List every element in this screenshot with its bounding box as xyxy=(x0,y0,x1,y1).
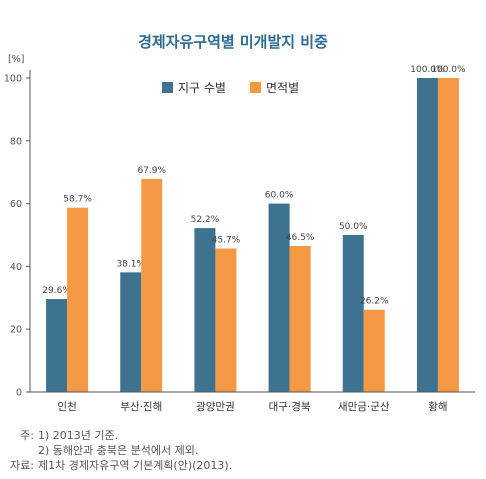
legend-swatch xyxy=(162,82,173,93)
x-category-label: 새만금·군산 xyxy=(338,401,390,413)
data-label: 45.7% xyxy=(212,236,241,246)
bar-area xyxy=(141,178,163,392)
y-tick-label: 60 xyxy=(10,199,22,210)
data-label: 60.0% xyxy=(265,191,294,201)
data-label: 46.5% xyxy=(286,233,315,243)
data-label: 100.0% xyxy=(431,65,466,75)
data-label: 67.9% xyxy=(137,166,166,176)
y-axis-unit-label: [%] xyxy=(8,54,24,65)
footnote-text: 2) 동해안과 충북은 분석에서 제외. xyxy=(38,444,199,457)
data-label: 52.2% xyxy=(191,215,220,225)
bar-area xyxy=(289,245,311,392)
bar-area xyxy=(437,78,459,392)
bar-district-count xyxy=(194,228,216,392)
legend-label: 면적별 xyxy=(266,81,299,95)
legend: 지구 수별 면적별 xyxy=(162,81,299,95)
bar-chart: 경제자유구역별 미개발지 비중 [%] 지구 수별 면적별 0 20 40 60 80 10… xyxy=(4,33,475,413)
x-category-label: 부산·진해 xyxy=(120,400,162,413)
bar-district-count xyxy=(120,272,142,392)
footnote-prefix: 주: xyxy=(20,429,34,442)
y-tick-label: 20 xyxy=(10,325,22,336)
data-label: 50.0% xyxy=(339,222,368,232)
bar-district-count xyxy=(46,299,68,392)
bar-area xyxy=(215,248,237,392)
y-tick-label: 0 xyxy=(16,388,22,399)
x-category-label: 인천 xyxy=(57,401,76,413)
y-tick-label: 80 xyxy=(10,136,22,147)
x-axis: 인천 부산·진해 광양만권 대구·경북 새만금·군산 황해 xyxy=(30,391,475,413)
data-label: 29.6% xyxy=(42,286,71,296)
legend-label: 지구 수별 xyxy=(178,81,226,95)
data-label: 58.7% xyxy=(63,195,92,205)
legend-swatch xyxy=(250,82,261,93)
footnote-row: 주: 1) 2013년 기준. xyxy=(4,428,232,443)
source-prefix: 자료: xyxy=(10,459,34,472)
bar-district-count xyxy=(342,235,364,392)
footnote-text: 1) 2013년 기준. xyxy=(38,429,119,442)
x-category-label: 광양만권 xyxy=(196,401,235,413)
x-category-label: 황해 xyxy=(428,400,447,413)
footnotes: 주: 1) 2013년 기준. 2) 동해안과 충북은 분석에서 제외. 자료: 제… xyxy=(4,428,232,473)
x-category-label: 대구·경북 xyxy=(269,400,311,413)
data-label: 26.2% xyxy=(360,297,389,307)
source-text: 제1차 경제자유구역 기본계획(안)(2013). xyxy=(38,459,233,472)
source-row: 자료: 제1차 경제자유구역 기본계획(안)(2013). xyxy=(4,458,232,473)
data-label: 38.1% xyxy=(116,259,145,269)
data-label: 100.0% xyxy=(410,65,445,75)
bar-district-count xyxy=(416,78,438,392)
y-tick-label: 100 xyxy=(4,74,22,85)
bar-area xyxy=(363,309,385,392)
bar-district-count xyxy=(268,203,290,392)
y-axis: 0 20 40 60 80 100 xyxy=(4,70,31,399)
bar-area xyxy=(67,207,89,392)
chart-title: 경제자유구역별 미개발지 비중 xyxy=(138,33,328,51)
footnote-row: 2) 동해안과 충북은 분석에서 제외. xyxy=(4,443,232,458)
y-tick-label: 40 xyxy=(10,262,22,273)
bars: 29.6% 58.7% 38.1% 67.9% 52.2% 45.7% 60.0% 46.5%… xyxy=(42,65,466,392)
